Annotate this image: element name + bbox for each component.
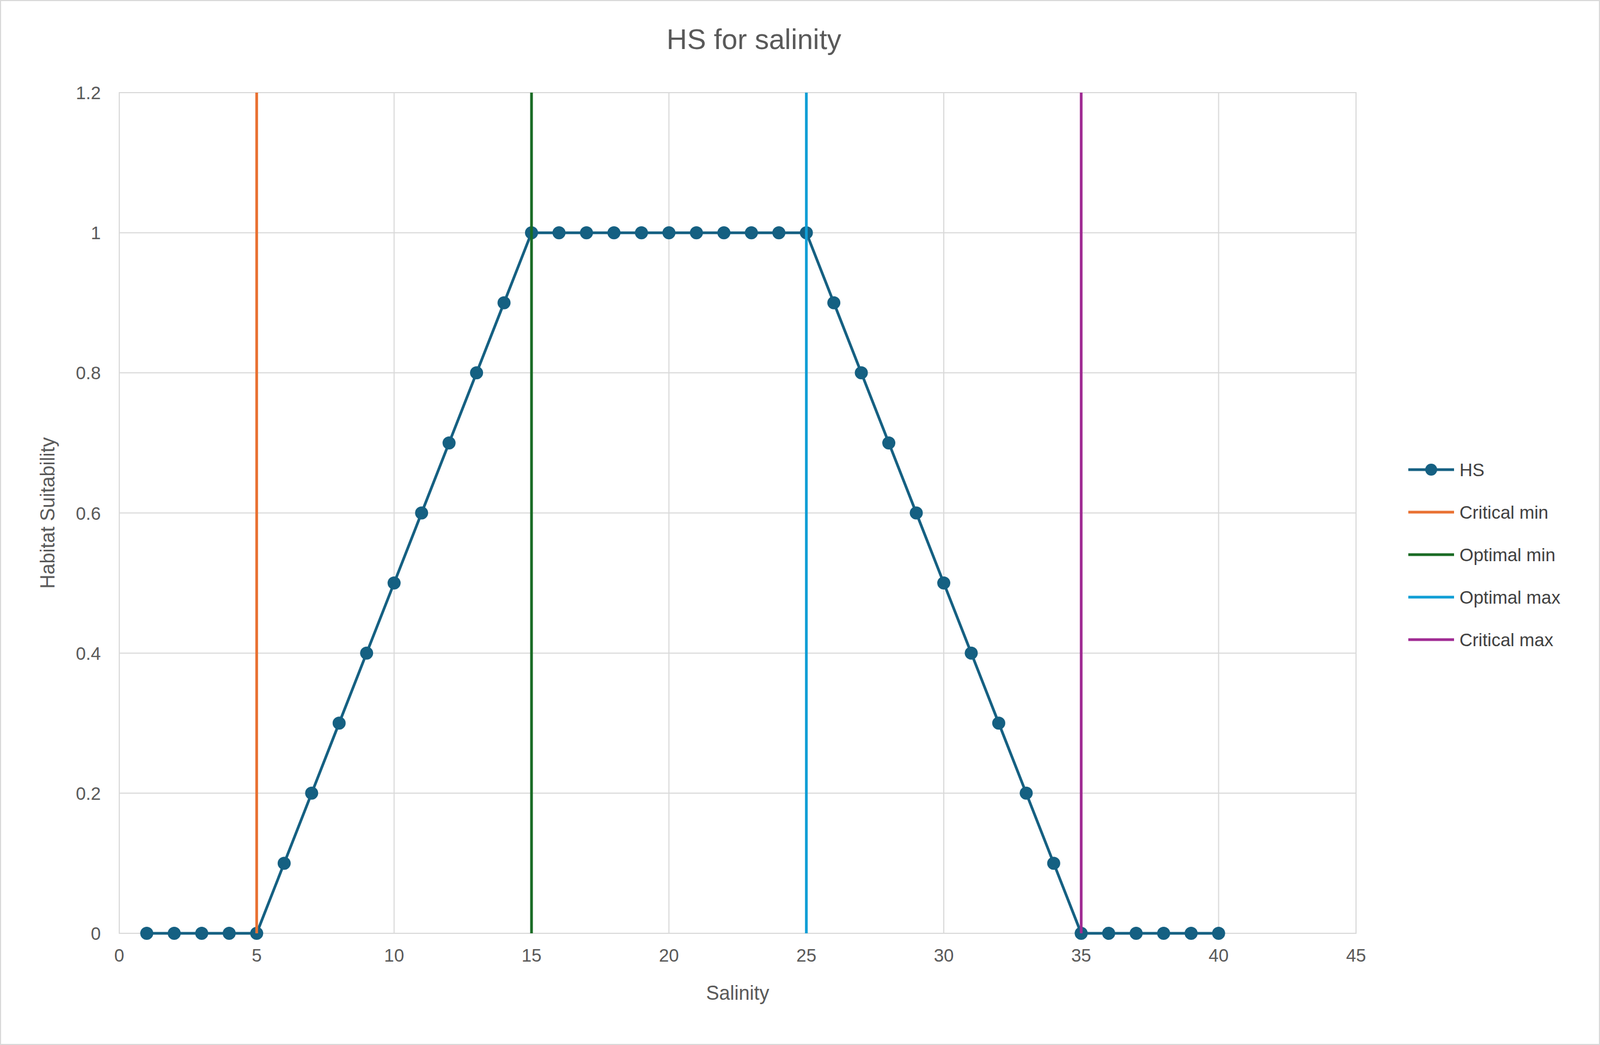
series bbox=[531, 92, 533, 933]
point bbox=[855, 366, 868, 379]
point bbox=[745, 226, 758, 239]
point bbox=[937, 576, 950, 589]
series-line bbox=[1079, 92, 1083, 933]
series-line bbox=[804, 92, 808, 933]
point bbox=[607, 226, 620, 239]
y-tick-label: 0 bbox=[90, 923, 101, 944]
point bbox=[690, 226, 703, 239]
y-grid-line bbox=[119, 512, 1357, 514]
y-tick-label: 0.4 bbox=[75, 643, 101, 664]
y-tick-label: 1.2 bbox=[75, 82, 101, 103]
y-tick-label: 0.2 bbox=[75, 783, 101, 804]
series-line bbox=[530, 92, 534, 933]
x-tick-label: 10 bbox=[383, 944, 405, 966]
legend-label: HS bbox=[1459, 459, 1485, 480]
legend-swatch bbox=[1408, 638, 1455, 641]
y-axis-title: Habitat Suitability bbox=[36, 436, 59, 589]
legend-swatch bbox=[1408, 553, 1455, 557]
point bbox=[415, 507, 428, 519]
x-tick-label: 25 bbox=[796, 944, 817, 966]
point bbox=[360, 646, 373, 659]
x-tick-label: 20 bbox=[658, 944, 680, 966]
point bbox=[333, 716, 346, 729]
x-tick-label: 35 bbox=[1071, 944, 1092, 966]
point bbox=[965, 646, 977, 659]
x-tick-label: 5 bbox=[251, 944, 262, 966]
point bbox=[168, 926, 181, 939]
point bbox=[910, 507, 923, 519]
chart-svg: HS for salinity 0 5 10 15 20 25 30 35 40 45 0 0.2 0.4… bbox=[0, 0, 1600, 1045]
point bbox=[827, 296, 840, 309]
x-grid-line bbox=[805, 92, 808, 933]
legend-swatch bbox=[1408, 595, 1455, 599]
series-line bbox=[146, 232, 1219, 933]
grid bbox=[119, 92, 1357, 933]
point bbox=[992, 716, 1005, 729]
point bbox=[140, 926, 153, 939]
x-tick-label: 15 bbox=[521, 944, 542, 966]
legend-label: Critical max bbox=[1459, 629, 1554, 650]
chart-root: HS for salinity 0 5 10 15 20 25 30 35 40 45 0 0.2 0.4… bbox=[0, 0, 1600, 1045]
point bbox=[1185, 926, 1198, 939]
x-grid-line bbox=[1080, 92, 1082, 933]
legend-swatch bbox=[1408, 510, 1455, 514]
point bbox=[498, 296, 511, 309]
point bbox=[443, 436, 456, 449]
series bbox=[805, 92, 807, 933]
chart-border bbox=[0, 0, 1600, 1044]
point bbox=[580, 226, 593, 239]
point bbox=[305, 786, 318, 799]
point bbox=[278, 856, 291, 869]
x-axis-title: Salinity bbox=[705, 981, 769, 1004]
legend-label: Critical min bbox=[1459, 502, 1549, 523]
point bbox=[470, 366, 483, 379]
point bbox=[552, 226, 565, 239]
point bbox=[1130, 926, 1143, 939]
point bbox=[388, 576, 401, 589]
point bbox=[1102, 926, 1115, 939]
legend-label: Optimal min bbox=[1459, 544, 1556, 565]
legend-marker bbox=[1425, 463, 1438, 476]
y-grid-line bbox=[119, 652, 1357, 654]
plot-frame bbox=[119, 92, 1357, 933]
x-grid-line bbox=[255, 92, 258, 933]
legend: HS Critical min Optimal min Optimal max Crit… bbox=[1408, 459, 1561, 650]
point bbox=[195, 926, 208, 939]
legend-label: Optimal max bbox=[1459, 587, 1561, 608]
series-line bbox=[255, 92, 259, 933]
point bbox=[662, 226, 675, 239]
x-grid-line bbox=[530, 92, 533, 933]
point bbox=[772, 226, 785, 239]
point bbox=[882, 436, 895, 449]
x-tick-label: 0 bbox=[114, 944, 125, 966]
x-tick-label: 30 bbox=[933, 944, 955, 966]
point bbox=[1047, 856, 1060, 869]
series bbox=[256, 92, 258, 933]
point bbox=[1212, 926, 1225, 939]
y-tick-label: 0.6 bbox=[75, 503, 101, 524]
y-tick-label: 0.8 bbox=[75, 362, 101, 383]
y-tick-label: 1 bbox=[90, 222, 101, 243]
point bbox=[223, 926, 236, 939]
y-grid-line bbox=[119, 792, 1357, 794]
title: HS for salinity bbox=[666, 23, 842, 56]
plot-area bbox=[140, 92, 1225, 939]
y-grid-line bbox=[119, 371, 1357, 374]
x-tick-label: 45 bbox=[1346, 944, 1367, 966]
series bbox=[1081, 92, 1082, 933]
x-tick-label: 40 bbox=[1208, 944, 1229, 966]
point bbox=[717, 226, 730, 239]
point bbox=[635, 226, 648, 239]
series bbox=[140, 226, 1225, 939]
point bbox=[1157, 926, 1170, 939]
point bbox=[1020, 786, 1032, 799]
